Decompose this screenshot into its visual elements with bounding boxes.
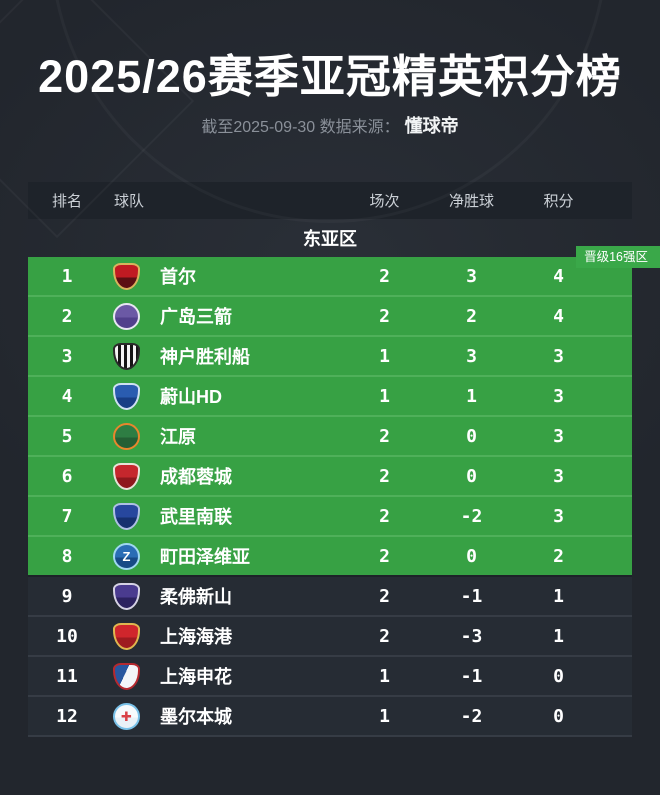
team-name: 上海申花	[160, 667, 232, 687]
subtitle: 截至2025-09-30 数据来源： 懂球帝	[0, 112, 660, 138]
rank-cell: 6	[61, 465, 73, 487]
team-name: 武里南联	[160, 507, 232, 527]
standings-rows: 1 首尔 2 3 4 2 广岛三箭 2 2 4 3 神户胜利船 1 3 3 4 …	[28, 257, 632, 737]
table-header: 排名 球队 场次 净胜球 积分	[28, 182, 632, 219]
johor-darul-tazim-crest	[113, 582, 140, 610]
matches-cell: 2	[379, 625, 390, 647]
team-name: 广岛三箭	[160, 307, 232, 327]
goal-diff-cell: -3	[460, 625, 483, 647]
team-name: 柔佛新山	[160, 587, 232, 607]
points-cell: 3	[553, 425, 564, 447]
points-cell: 1	[553, 585, 564, 607]
team-name: 墨尔本城	[160, 707, 232, 727]
table-row: 4 蔚山HD 1 1 3	[28, 377, 632, 417]
rank-cell: 3	[61, 345, 73, 367]
vissel-kobe-crest	[113, 342, 140, 370]
goal-diff-cell: 0	[466, 465, 477, 487]
rank-cell: 5	[61, 425, 73, 447]
section-title-east-asia: 东亚区	[303, 229, 357, 249]
matches-cell: 2	[379, 425, 390, 447]
column-header-matches: 场次	[369, 193, 400, 210]
matches-cell: 2	[379, 465, 390, 487]
page-title: 2025/26赛季亚冠精英积分榜	[38, 51, 622, 102]
points-cell: 2	[553, 545, 564, 567]
rank-cell: 2	[61, 305, 73, 327]
goal-diff-cell: 0	[466, 425, 477, 447]
goal-diff-cell: -1	[460, 665, 483, 687]
team-name: 上海海港	[160, 627, 232, 647]
matches-cell: 2	[379, 505, 390, 527]
matches-cell: 2	[379, 585, 390, 607]
team-name: 神户胜利船	[160, 347, 250, 367]
goal-diff-cell: -1	[460, 585, 483, 607]
table-row: 3 神户胜利船 1 3 3	[28, 337, 632, 377]
table-row: 7 武里南联 2 -2 3	[28, 497, 632, 537]
data-source-label: 懂球帝	[404, 116, 459, 136]
goal-diff-cell: 1	[466, 385, 477, 407]
shanghai-port-crest	[113, 622, 140, 650]
goal-diff-cell: 3	[466, 265, 477, 287]
buriram-united-crest	[113, 502, 140, 530]
gangwon-fc-crest	[113, 422, 140, 450]
matches-cell: 1	[379, 385, 390, 407]
shanghai-shenhua-crest	[113, 662, 140, 690]
rank-cell: 12	[56, 705, 78, 727]
column-header-team: 球队	[114, 193, 145, 210]
points-cell: 3	[553, 345, 564, 367]
team-name: 蔚山HD	[160, 387, 222, 407]
matches-cell: 2	[379, 265, 390, 287]
team-name: 成都蓉城	[160, 467, 232, 487]
matches-cell: 1	[379, 345, 390, 367]
team-name: 町田泽维亚	[160, 547, 250, 567]
qualify-zone-tag: 晋级16强区	[576, 246, 660, 268]
chengdu-rongcheng-crest	[113, 462, 140, 490]
table-row: 6 成都蓉城 2 0 3	[28, 457, 632, 497]
standings-table: 晋级16强区 1 首尔 2 3 4 2 广岛三箭 2 2 4 3 神户胜利船 1…	[28, 246, 660, 737]
rank-cell: 11	[56, 665, 78, 687]
table-row: 12 ✚ 墨尔本城 1 -2 0	[28, 697, 632, 737]
team-name: 首尔	[160, 267, 196, 287]
subtitle-date-text: 截至2025-09-30 数据来源：	[201, 119, 400, 136]
points-cell: 3	[553, 505, 564, 527]
melbourne-city-crest: ✚	[113, 702, 140, 730]
matches-cell: 1	[379, 705, 390, 727]
table-row: 9 柔佛新山 2 -1 1	[28, 577, 632, 617]
sanfrecce-hiroshima-crest	[113, 302, 140, 330]
table-row: 8 Z 町田泽维亚 2 0 2	[28, 537, 632, 577]
goal-diff-cell: -2	[460, 705, 483, 727]
goal-diff-cell: 3	[466, 345, 477, 367]
column-header-goal-diff: 净胜球	[448, 193, 494, 210]
points-cell: 1	[553, 625, 564, 647]
points-cell: 3	[553, 465, 564, 487]
points-cell: 0	[553, 665, 564, 687]
rank-cell: 4	[61, 385, 73, 407]
table-row: 10 上海海港 2 -3 1	[28, 617, 632, 657]
table-row: 11 上海申花 1 -1 0	[28, 657, 632, 697]
rank-cell: 1	[61, 265, 73, 287]
rank-cell: 8	[61, 545, 73, 567]
rank-cell: 7	[61, 505, 73, 527]
ulsan-hd-crest	[113, 382, 140, 410]
table-row: 2 广岛三箭 2 2 4	[28, 297, 632, 337]
points-cell: 4	[553, 305, 564, 327]
rank-cell: 9	[61, 585, 73, 607]
column-header-points: 积分	[543, 193, 574, 210]
goal-diff-cell: 0	[466, 545, 477, 567]
machida-zelvia-crest: Z	[113, 542, 140, 570]
table-row: 5 江原 2 0 3	[28, 417, 632, 457]
column-header-rank: 排名	[51, 193, 82, 210]
matches-cell: 2	[379, 545, 390, 567]
matches-cell: 1	[379, 665, 390, 687]
matches-cell: 2	[379, 305, 390, 327]
team-name: 江原	[160, 427, 196, 447]
goal-diff-cell: -2	[460, 505, 483, 527]
points-cell: 4	[553, 265, 564, 287]
rank-cell: 10	[56, 625, 78, 647]
points-cell: 3	[553, 385, 564, 407]
fc-seoul-crest	[113, 262, 140, 290]
points-cell: 0	[553, 705, 564, 727]
table-row: 1 首尔 2 3 4	[28, 257, 632, 297]
goal-diff-cell: 2	[466, 305, 477, 327]
